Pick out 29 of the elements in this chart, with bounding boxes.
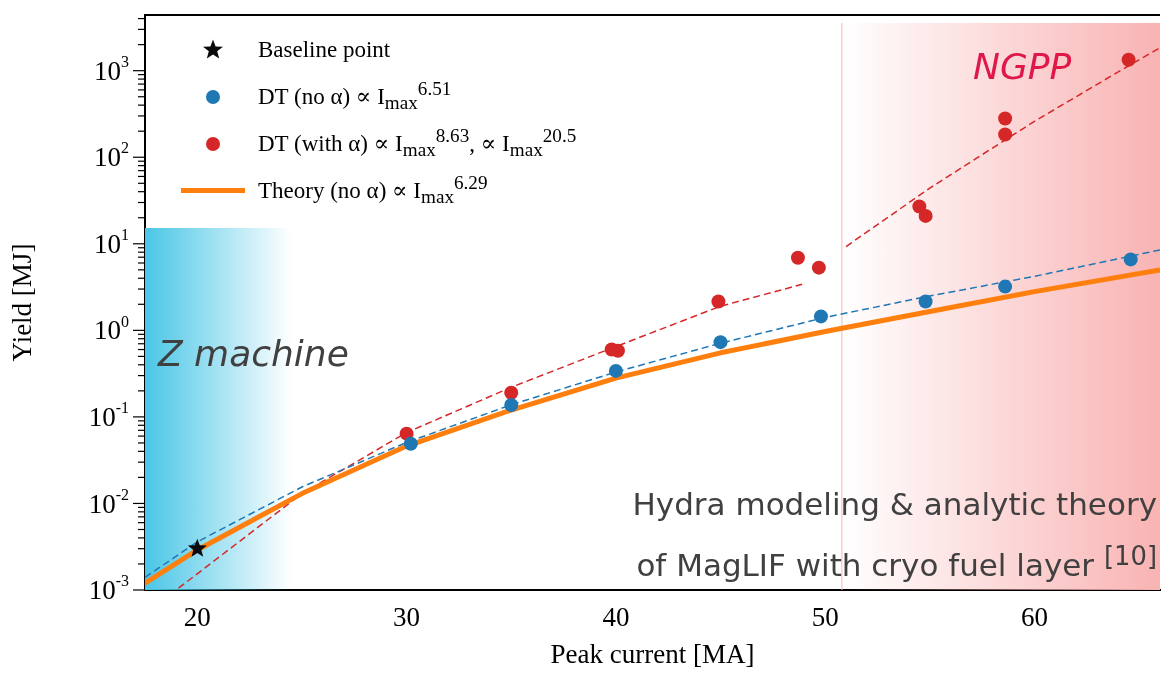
point [1123,252,1138,267]
x-tick-label: 60 [1020,602,1048,633]
point [187,538,207,557]
x-tick-label: 40 [602,602,630,633]
annotation: Z machine [158,333,349,374]
point [403,436,418,451]
line-series [845,47,1160,248]
x-tick-label: 30 [393,602,421,633]
point [504,385,519,400]
point [918,294,933,309]
point [813,309,828,324]
annotation: Hydra modeling & analytic theory of MagLIF with cryo fuel layer $^{[10]}$ [632,485,1157,586]
point [918,208,933,223]
point [998,279,1013,294]
annotation: NGPP [973,46,1072,87]
point [713,335,728,350]
point [1121,52,1136,67]
point [608,363,623,378]
x-tick-label: 20 [183,602,211,633]
point [711,294,726,309]
point [998,127,1013,142]
point [998,111,1013,126]
point [790,250,805,265]
point [811,260,826,275]
point [504,398,519,413]
y-axis-title: Yield [MJ] [7,243,38,362]
x-tick-label: 50 [811,602,839,633]
legend-label: Baseline point [258,36,391,63]
x-axis-title: Peak current [MA] [550,638,755,669]
